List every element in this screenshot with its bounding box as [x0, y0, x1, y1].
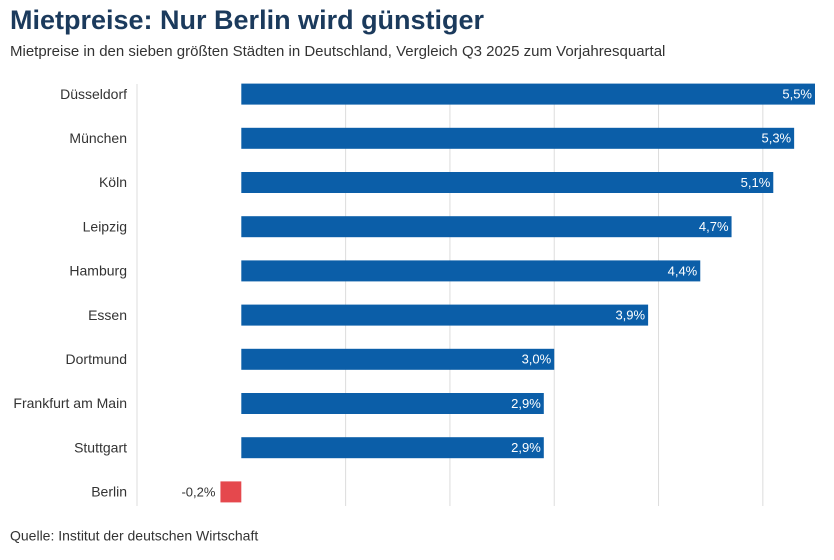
bar [220, 481, 242, 503]
bar [241, 437, 544, 459]
value-label: 4,7% [699, 219, 729, 234]
y-tick-label: Hamburg [69, 263, 127, 279]
bar [241, 304, 649, 326]
chart-subtitle: Mietpreise in den sieben größten Städten… [10, 43, 665, 60]
value-label: 3,0% [522, 352, 552, 367]
bar [241, 172, 774, 193]
y-tick-label: Stuttgart [74, 439, 127, 455]
value-label: 5,1% [741, 175, 771, 190]
bar [241, 83, 816, 105]
y-tick-label: München [69, 130, 127, 146]
value-label: 2,9% [511, 440, 541, 455]
value-label: 3,9% [615, 308, 645, 323]
y-tick-label: Dortmund [66, 351, 127, 367]
value-label: 5,3% [761, 131, 791, 146]
y-tick-label: Leipzig [83, 218, 127, 234]
y-tick-label: Frankfurt am Main [13, 395, 127, 411]
bar [241, 216, 732, 238]
bar [241, 348, 555, 370]
bar [241, 260, 701, 282]
source: Quelle: Institut der deutschen Wirtschaf… [10, 528, 258, 544]
value-label: 2,9% [511, 396, 541, 411]
y-tick-label: Essen [88, 307, 127, 323]
bar [241, 393, 544, 414]
value-label: -0,2% [181, 484, 215, 499]
y-tick-label: Köln [99, 174, 127, 190]
y-tick-label: Berlin [91, 484, 127, 500]
bar [241, 127, 795, 149]
value-label: 4,4% [668, 263, 698, 278]
y-tick-label: Düsseldorf [60, 86, 127, 102]
value-label: 5,5% [782, 87, 812, 102]
chart-title: Mietpreise: Nur Berlin wird günstiger [10, 5, 485, 35]
